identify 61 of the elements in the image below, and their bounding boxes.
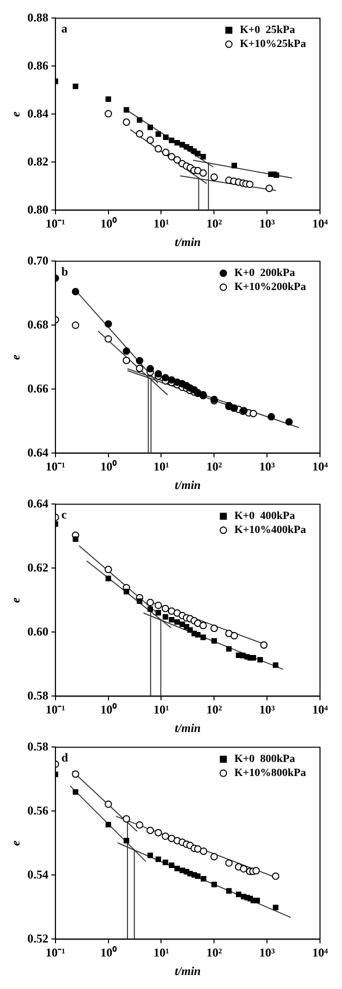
legend-label: K+10%400kPa — [234, 524, 306, 536]
y-axis-title: e — [8, 840, 22, 846]
y-axis-title: e — [8, 110, 22, 117]
x-axis-title: t/min — [174, 478, 202, 492]
x-tick-label: 10⁰ — [100, 702, 118, 716]
x-tick-label: 10³ — [259, 702, 276, 716]
x-tick-label: 10¹ — [153, 702, 170, 716]
x-tick-label: 10⁴ — [312, 216, 328, 230]
y-tick-label: 0.80 — [27, 202, 48, 216]
x-tick-label: 10³ — [259, 216, 276, 230]
x-axis-title: t/min — [174, 720, 202, 735]
x-tick-label: 10⁴ — [312, 459, 328, 474]
x-axis-title: t/min — [174, 234, 202, 249]
y-tick-label: 0.66 — [27, 381, 48, 396]
y-tick-label: 0.82 — [27, 154, 48, 168]
x-tick-label: 10⁰ — [100, 216, 118, 230]
y-tick-label: 0.60 — [27, 624, 48, 638]
legend-label: K+10%800kPa — [234, 767, 306, 780]
legend-label: K+0 400kPa — [234, 510, 296, 522]
y-tick-label: 0.52 — [27, 931, 48, 946]
y-tick-label: 0.88 — [27, 10, 48, 24]
legend-label: K+10%25kPa — [240, 38, 306, 50]
y-tick-label: 0.64 — [27, 496, 48, 510]
y-tick-label: 0.68 — [27, 317, 48, 332]
annotation: d — [61, 750, 68, 764]
x-tick-label: 10⁻¹ — [46, 216, 66, 230]
y-axis-title: e — [8, 354, 22, 360]
legend-label: K+10%200kPa — [234, 281, 306, 294]
x-tick-label: 10¹ — [153, 945, 170, 960]
y-tick-label: 0.70 — [27, 253, 48, 268]
y-tick-label: 0.58 — [27, 688, 48, 702]
x-tick-label: 10¹ — [153, 216, 170, 230]
y-tick-label: 0.62 — [27, 560, 48, 574]
annotation: c — [61, 507, 68, 522]
y-tick-label: 0.86 — [27, 58, 48, 72]
x-tick-label: 10³ — [259, 945, 276, 960]
x-axis-title: t/min — [174, 964, 202, 978]
x-tick-label: 10⁴ — [312, 702, 328, 716]
legend-label: K+0 800kPa — [234, 753, 296, 766]
y-axis-title: e — [8, 596, 22, 603]
x-tick-label: 10⁴ — [312, 945, 328, 960]
x-tick-label: 10⁰ — [100, 945, 118, 960]
legend-label: K+0 200kPa — [234, 267, 296, 280]
x-tick-label: 10⁻¹ — [46, 702, 66, 716]
y-tick-label: 0.56 — [27, 803, 48, 818]
x-tick-label: 10⁻¹ — [46, 945, 66, 960]
y-tick-label: 0.84 — [27, 106, 48, 120]
y-tick-label: 0.64 — [27, 445, 48, 460]
annotation: b — [61, 264, 68, 278]
x-tick-label: 10² — [206, 216, 222, 230]
y-tick-label: 0.54 — [27, 867, 48, 882]
annotation: a — [61, 21, 68, 36]
x-tick-label: 10⁰ — [100, 459, 118, 474]
y-tick-label: 0.58 — [27, 739, 48, 754]
x-tick-label: 10¹ — [153, 459, 170, 474]
x-tick-label: 10² — [206, 459, 222, 474]
x-tick-label: 10⁻¹ — [46, 459, 66, 474]
x-tick-label: 10² — [206, 702, 222, 716]
legend-label: K+0 25kPa — [240, 24, 296, 36]
x-tick-label: 10³ — [259, 459, 276, 474]
x-tick-label: 10² — [206, 945, 222, 960]
